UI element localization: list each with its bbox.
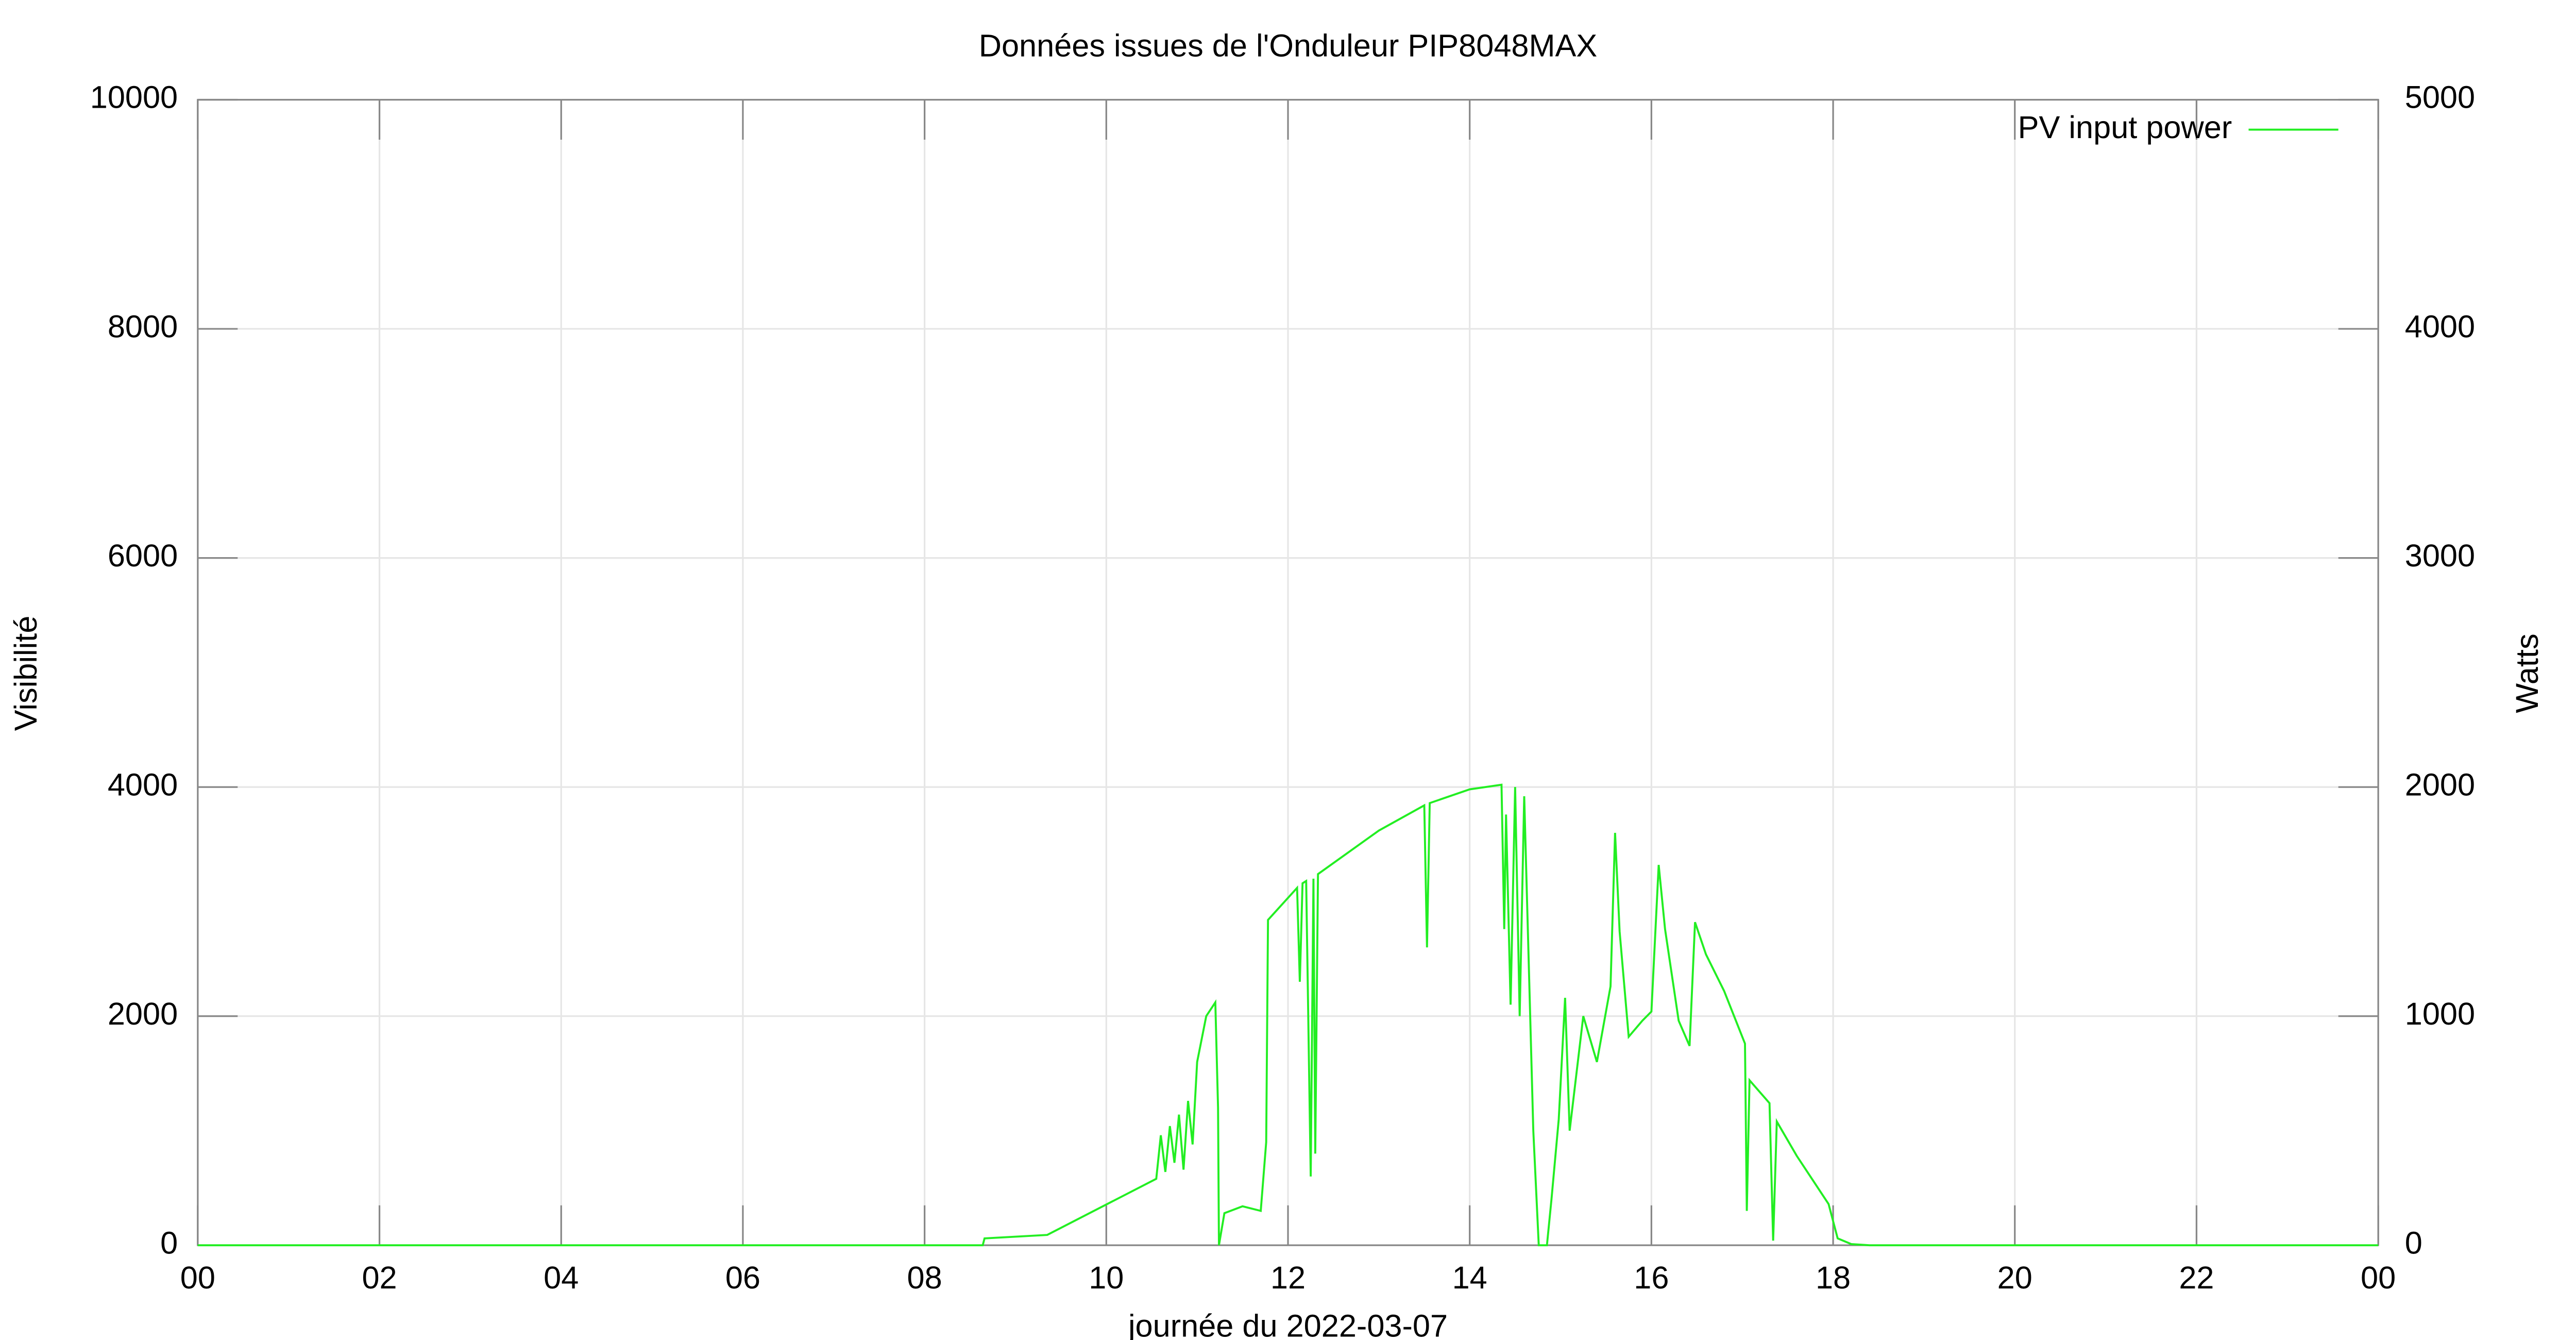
y2-tick-label: 4000: [2405, 309, 2475, 344]
x-tick-label: 20: [1997, 1260, 2032, 1295]
chart-title: Données issues de l'Onduleur PIP8048MAX: [979, 28, 1598, 63]
y-tick-label: 8000: [108, 309, 178, 344]
x-tick-label: 22: [2179, 1260, 2214, 1295]
y2-tick-label: 3000: [2405, 538, 2475, 573]
y2-tick-label: 5000: [2405, 80, 2475, 115]
x-tick-label: 18: [1816, 1260, 1851, 1295]
y2-tick-label: 2000: [2405, 767, 2475, 802]
x-tick-label: 10: [1089, 1260, 1124, 1295]
y2-axis-label: Watts: [2510, 633, 2545, 713]
x-tick-label: 00: [180, 1260, 215, 1295]
y2-tick-label: 1000: [2405, 996, 2475, 1031]
x-tick-label: 00: [2361, 1260, 2396, 1295]
plot-frame: [197, 98, 2379, 1246]
x-tick-label: 04: [544, 1260, 579, 1295]
x-tick-label: 16: [1634, 1260, 1669, 1295]
y-tick-label: 6000: [108, 538, 178, 573]
x-axis-label: journée du 2022-03-07: [1127, 1309, 1448, 1340]
y2-tick-label: 0: [2405, 1225, 2422, 1260]
x-tick-label: 06: [725, 1260, 760, 1295]
y-tick-label: 2000: [108, 996, 178, 1031]
y-tick-label: 0: [160, 1225, 178, 1260]
y-tick-label: 10000: [90, 80, 178, 115]
y-tick-label: 4000: [108, 767, 178, 802]
data-line: [197, 783, 2379, 1247]
legend-label: PV input power: [2018, 110, 2232, 145]
x-tick-label: 14: [1452, 1260, 1487, 1295]
x-tick-label: 08: [907, 1260, 942, 1295]
y-axis-label: Visibilité: [8, 616, 43, 731]
x-tick-label: 02: [362, 1260, 397, 1295]
x-tick-label: 12: [1270, 1260, 1306, 1295]
